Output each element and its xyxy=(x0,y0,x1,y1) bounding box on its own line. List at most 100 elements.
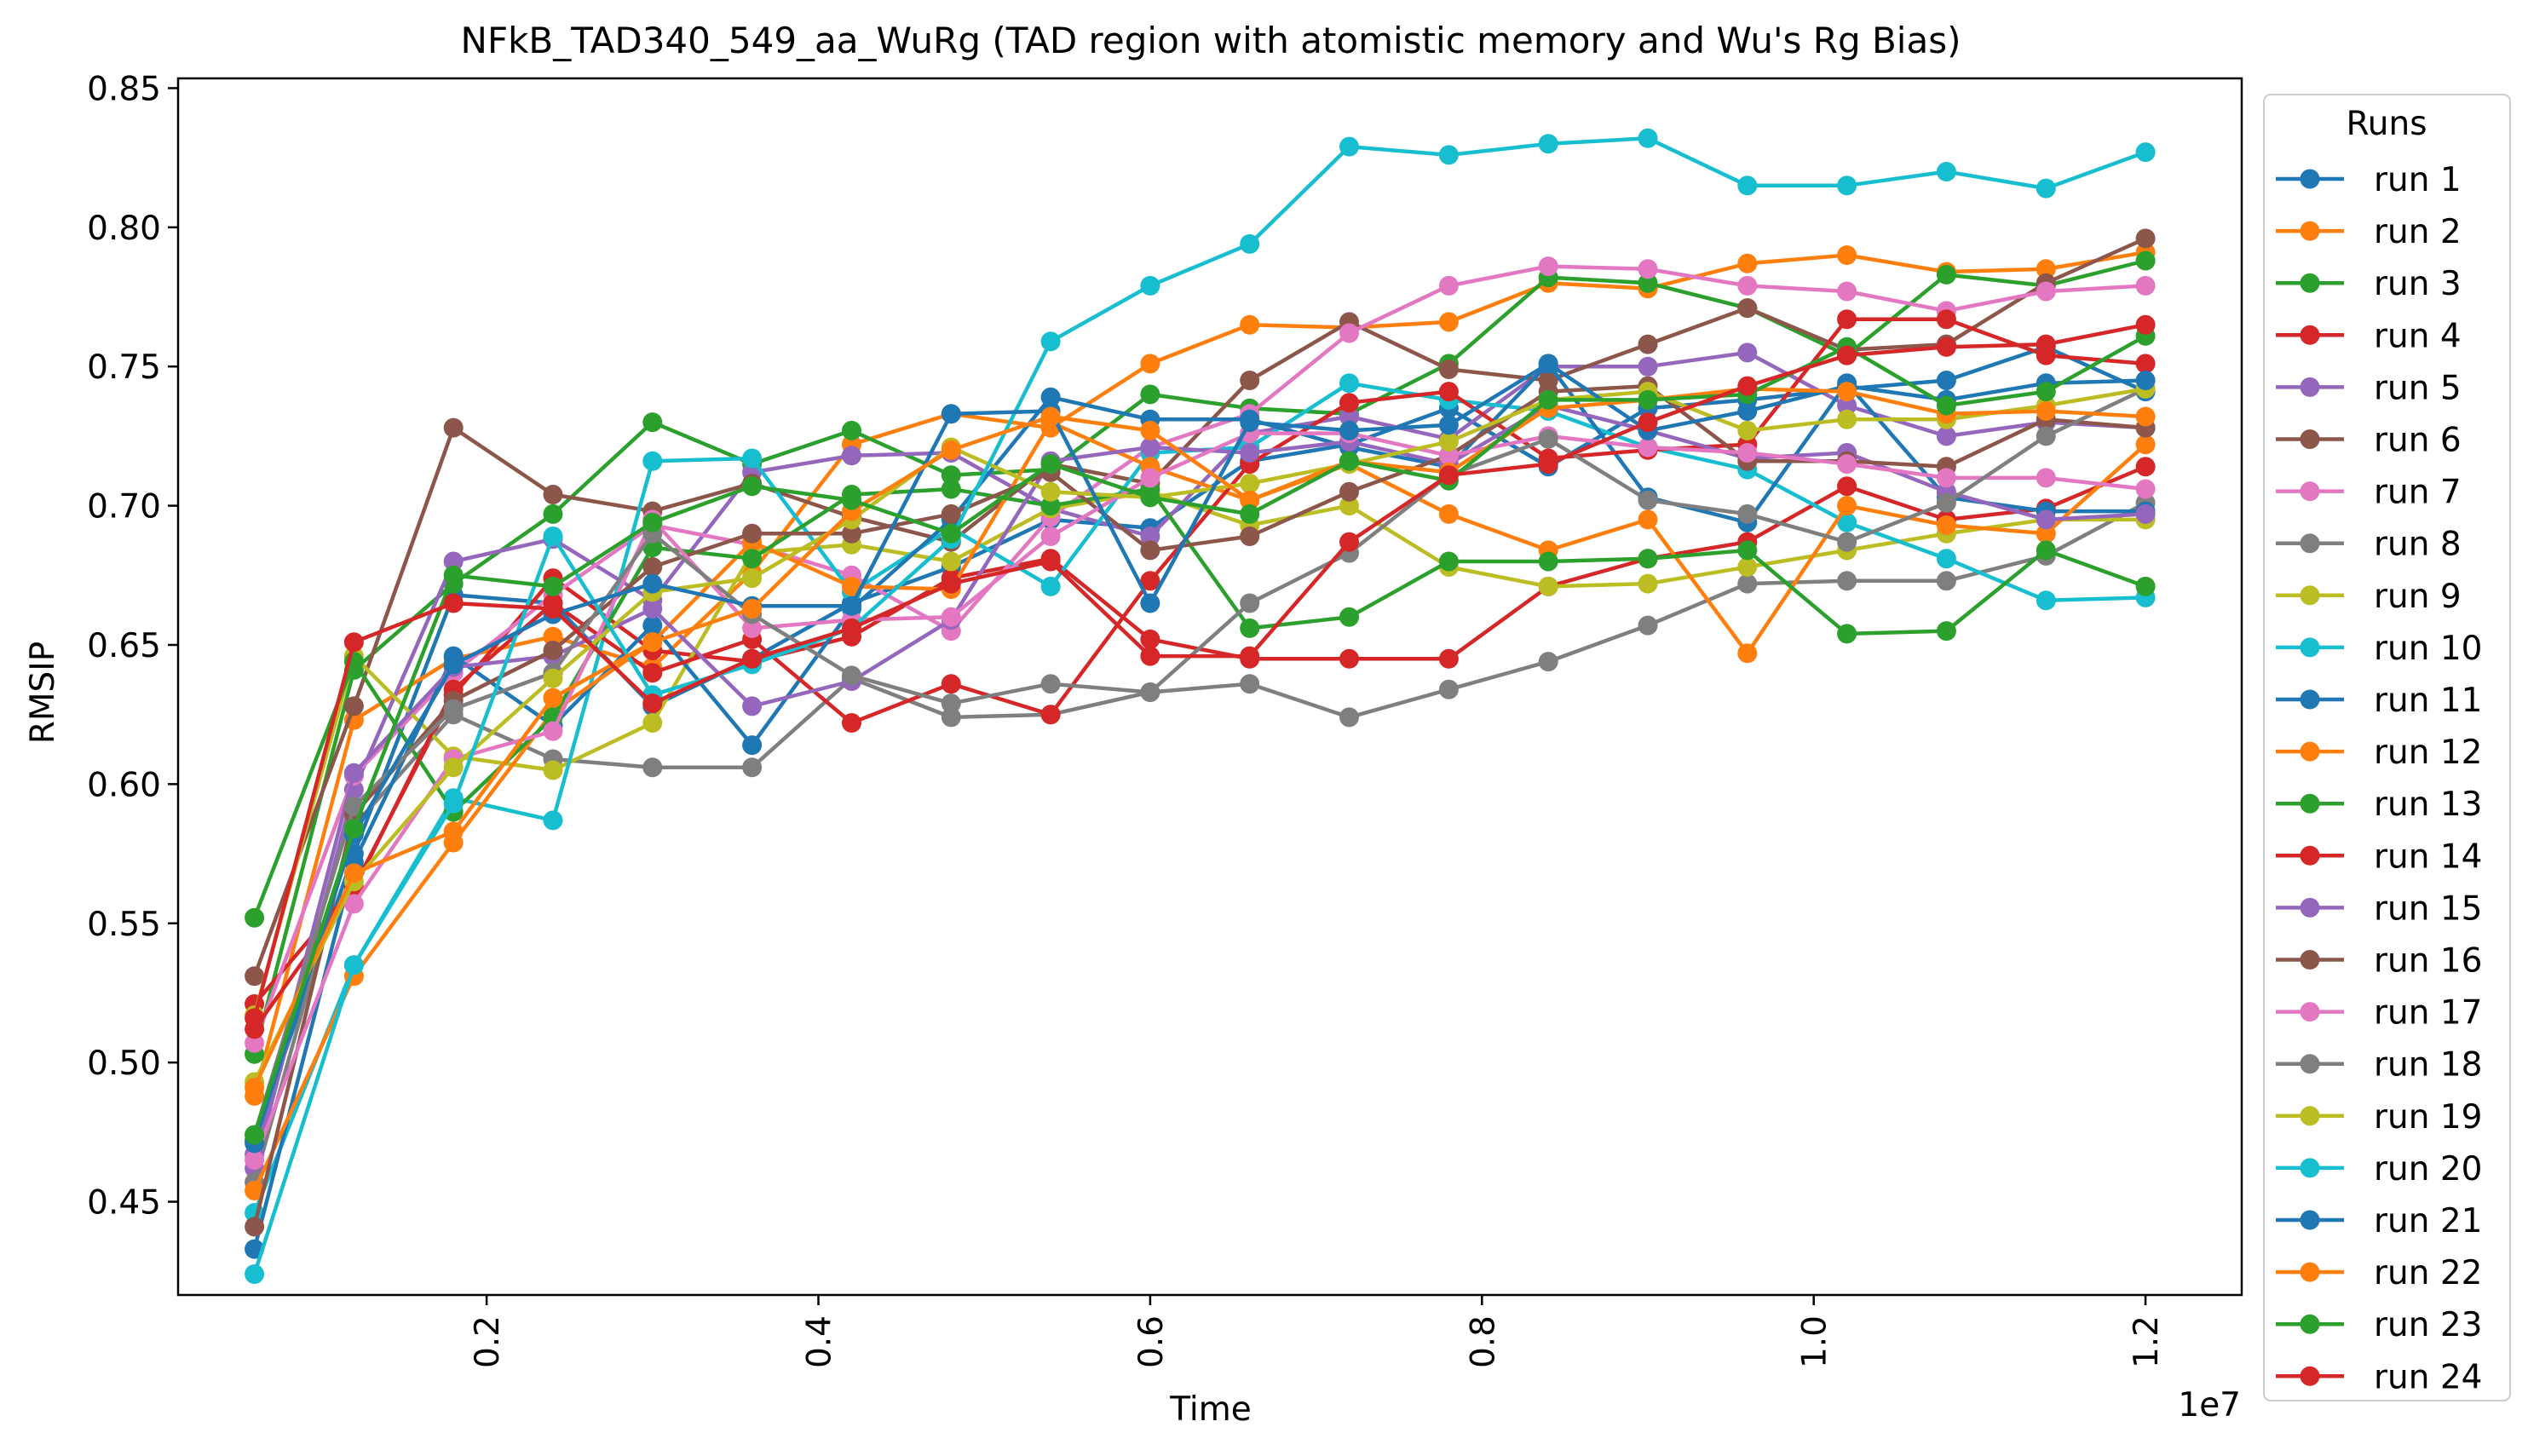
data-point-run-18 xyxy=(443,699,464,719)
data-point-run-20 xyxy=(245,1264,265,1284)
legend-entries: run 1 run 2 run 3 run 4 run 5 run 6 run 7 run 8… xyxy=(2276,161,2483,1396)
data-point-run-11 xyxy=(742,735,763,756)
legend-label: run 12 xyxy=(2374,734,2483,772)
legend-swatch-marker xyxy=(2300,325,2320,345)
data-point-run-16 xyxy=(941,504,961,524)
data-point-run-23 xyxy=(343,819,364,839)
data-point-run-16 xyxy=(642,557,663,577)
legend-entry-run-21: run 21 xyxy=(2276,1202,2483,1240)
data-point-run-17 xyxy=(1638,437,1658,458)
data-point-run-23 xyxy=(1040,454,1061,475)
data-point-run-16 xyxy=(543,641,563,660)
data-point-run-19 xyxy=(443,757,464,778)
data-point-run-5 xyxy=(1737,342,1758,363)
legend-swatch-marker xyxy=(2300,793,2320,814)
data-point-run-23 xyxy=(842,490,861,510)
legend: Runs run 1 run 2 run 3 run 4 run 5 run 6 run 7… xyxy=(2263,94,2511,1401)
data-point-run-8 xyxy=(1240,674,1260,694)
y-tick-label: 0.50 xyxy=(87,1045,161,1083)
series-line-run-19 xyxy=(252,387,2146,1084)
data-point-run-13 xyxy=(1240,618,1260,638)
data-point-run-5 xyxy=(842,446,861,466)
data-point-run-24 xyxy=(941,573,961,594)
x-tick-label: 1.0 xyxy=(1796,1315,1834,1368)
data-point-run-6 xyxy=(443,417,464,438)
data-point-run-24 xyxy=(1936,337,1956,357)
data-point-run-10 xyxy=(1936,549,1956,569)
data-point-run-7 xyxy=(2135,275,2156,296)
data-point-run-20 xyxy=(1638,128,1658,148)
data-point-run-11 xyxy=(642,615,663,636)
data-point-run-3 xyxy=(941,465,961,486)
data-point-run-8 xyxy=(1936,571,1956,591)
data-point-run-15 xyxy=(1140,437,1160,458)
legend-entry-run-4: run 4 xyxy=(2276,317,2462,355)
legend-label: run 3 xyxy=(2374,265,2462,303)
data-point-run-20 xyxy=(443,793,464,814)
data-point-run-4 xyxy=(1339,648,1359,669)
legend-label: run 4 xyxy=(2374,317,2462,355)
x-tick-label: 0.2 xyxy=(469,1315,507,1368)
data-point-run-20 xyxy=(1538,134,1558,154)
data-point-run-5 xyxy=(1837,395,1857,416)
series-line-run-20 xyxy=(252,136,2146,1275)
data-point-run-17 xyxy=(742,618,763,638)
data-point-run-3 xyxy=(543,504,563,524)
data-point-run-2 xyxy=(1837,245,1857,265)
data-point-run-22 xyxy=(2135,406,2156,427)
legend-swatch-marker xyxy=(2300,845,2320,866)
data-point-run-22 xyxy=(642,632,663,653)
data-point-run-19 xyxy=(543,668,563,688)
legend-entry-run-16: run 16 xyxy=(2276,942,2483,981)
data-point-run-17 xyxy=(1140,468,1160,488)
data-point-run-19 xyxy=(1837,409,1857,429)
legend-title: Runs xyxy=(2346,105,2427,143)
data-point-run-24 xyxy=(543,599,563,619)
data-point-run-14 xyxy=(642,663,663,683)
data-point-run-7 xyxy=(1638,259,1658,279)
legend-label: run 24 xyxy=(2374,1358,2483,1396)
legend-swatch-marker xyxy=(2300,221,2320,241)
y-tick-label: 0.80 xyxy=(87,210,161,248)
data-point-run-23 xyxy=(1638,389,1658,410)
data-point-run-13 xyxy=(1438,551,1459,572)
data-point-run-6 xyxy=(343,696,364,716)
data-point-run-5 xyxy=(1936,426,1956,446)
data-point-run-20 xyxy=(1837,176,1857,196)
data-point-run-18 xyxy=(1538,429,1558,449)
data-point-run-24 xyxy=(1438,465,1459,486)
legend-entry-run-17: run 17 xyxy=(2276,994,2483,1033)
data-point-run-14 xyxy=(1040,705,1061,725)
data-point-run-15 xyxy=(742,696,763,716)
data-point-run-20 xyxy=(2036,178,2056,199)
series-line-run-23 xyxy=(252,334,2147,1136)
series-line-run-24 xyxy=(252,322,2146,1019)
data-point-run-3 xyxy=(1638,273,1658,293)
data-point-run-9 xyxy=(1339,496,1359,516)
data-point-run-17 xyxy=(1438,446,1459,466)
data-point-run-12 xyxy=(1638,509,1658,530)
data-point-run-23 xyxy=(642,512,663,532)
data-point-run-18 xyxy=(1737,504,1758,524)
data-point-run-13 xyxy=(245,907,265,928)
legend-swatch-marker xyxy=(2300,741,2320,762)
series-line-run-7 xyxy=(252,264,2146,1045)
legend-entry-run-3: run 3 xyxy=(2276,265,2462,303)
data-point-run-19 xyxy=(742,568,763,589)
data-point-run-1 xyxy=(1936,371,1956,390)
x-tick-label: 0.6 xyxy=(1132,1315,1171,1368)
data-point-run-22 xyxy=(2036,401,2056,421)
data-point-run-6 xyxy=(1737,298,1758,319)
legend-label: run 13 xyxy=(2374,786,2483,824)
data-point-run-11 xyxy=(1040,387,1061,407)
data-point-run-20 xyxy=(1040,331,1061,352)
data-point-run-8 xyxy=(1737,573,1758,594)
data-point-run-24 xyxy=(343,632,364,653)
data-point-run-15 xyxy=(1240,443,1260,463)
data-point-run-13 xyxy=(1538,551,1558,572)
data-point-run-24 xyxy=(1040,551,1061,572)
data-point-run-23 xyxy=(941,523,961,544)
legend-label: run 19 xyxy=(2374,1098,2483,1137)
series-line-run-22 xyxy=(252,387,2146,1089)
data-point-run-17 xyxy=(245,1150,265,1170)
